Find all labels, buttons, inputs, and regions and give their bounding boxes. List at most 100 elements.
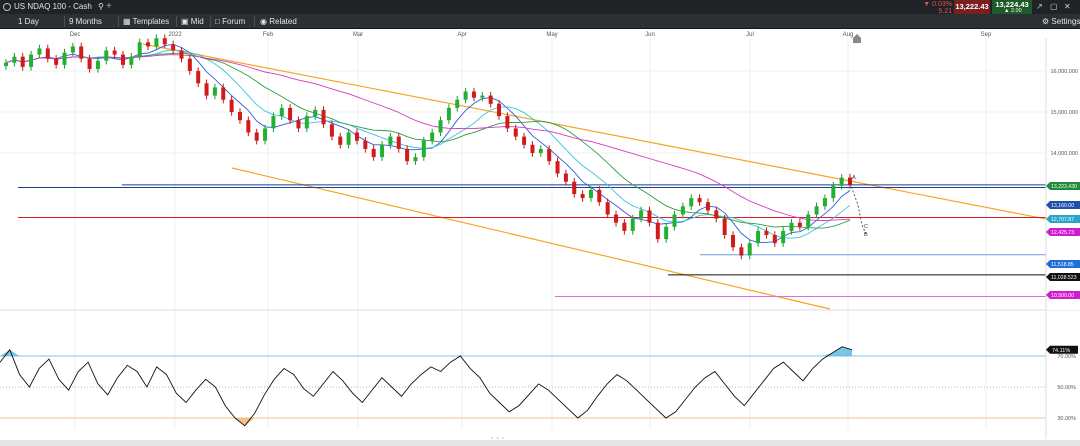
candle-body xyxy=(446,107,451,121)
moving-average-line xyxy=(5,52,851,229)
rsi-value-tag xyxy=(1046,345,1078,354)
candle-body xyxy=(254,132,259,141)
candle-body xyxy=(572,181,577,194)
price-axis-tick: 16,000.000 xyxy=(1050,69,1078,75)
price-tag-value: 10,500.00 xyxy=(1051,293,1074,299)
candle-body xyxy=(781,230,786,244)
candle-body xyxy=(346,132,351,145)
candle-body xyxy=(146,42,151,47)
rsi-axis-background xyxy=(1046,313,1080,439)
rsi-axis-tick: 70.00% xyxy=(1057,354,1076,360)
candle-body xyxy=(622,222,627,231)
moving-averages xyxy=(5,43,851,243)
candle-body xyxy=(806,214,811,227)
toolbar-divider xyxy=(118,16,119,27)
candle-body xyxy=(839,177,844,186)
bottom-strip xyxy=(0,440,1080,446)
price-tag-badge xyxy=(1046,260,1080,268)
range-value: 9 Months xyxy=(69,17,102,26)
candle-body xyxy=(304,116,309,129)
candle-body xyxy=(580,194,585,199)
candle-body xyxy=(154,38,159,47)
chart-toolbar: 1 Day 9 Months ▦ Templates ▣ Mid □ Forum… xyxy=(0,14,1080,29)
price-axis-tick: 14,000.000 xyxy=(1050,151,1078,157)
wave-label: C xyxy=(864,224,868,230)
title-bar: US NDAQ 100 - Cash ⚲ + ▼ 0.03% 5.21 13,2… xyxy=(0,0,1080,15)
candle-body xyxy=(87,58,92,69)
related-button[interactable]: ◉ Related xyxy=(260,14,297,29)
candle-body xyxy=(772,235,777,244)
candle-body xyxy=(405,148,410,162)
trend-channel[interactable] xyxy=(142,43,1047,310)
candle-body xyxy=(555,161,560,174)
rsi-axis-tick: 30.00% xyxy=(1057,416,1076,422)
candlesticks xyxy=(4,34,852,260)
time-axis-label: Sep xyxy=(981,32,992,38)
candle-body xyxy=(488,95,493,104)
buy-price-button[interactable]: 13,224.43 xyxy=(992,0,1032,14)
wave-labels: A BC xyxy=(849,175,868,238)
rsi-overbought-fill xyxy=(9,349,20,356)
search-icon[interactable]: ⚲ xyxy=(98,2,104,11)
price-type-button[interactable]: ▣ Mid xyxy=(181,14,204,29)
templates-icon: ▦ xyxy=(123,17,131,26)
price-axis-background xyxy=(1046,38,1080,310)
candle-body xyxy=(588,189,593,199)
candle-body xyxy=(614,214,619,223)
candle-body xyxy=(221,87,226,100)
candle-body xyxy=(354,132,359,141)
templates-label: Templates xyxy=(132,17,170,26)
candle-body xyxy=(263,128,268,141)
candle-body xyxy=(639,210,644,219)
candle-body xyxy=(62,52,67,65)
change-absolute: 5.21 xyxy=(938,8,952,15)
candle-body xyxy=(338,136,343,145)
candle-body xyxy=(471,91,476,98)
close-icon[interactable]: ✕ xyxy=(1064,2,1071,11)
candle-body xyxy=(54,58,59,65)
candle-body xyxy=(279,107,284,117)
instrument-title: US NDAQ 100 - Cash xyxy=(14,2,92,11)
change-percent: ▼ 0.03% xyxy=(923,1,952,8)
price-tag-badge xyxy=(1046,201,1080,209)
price-chart[interactable]: Dec 2022 Feb Mar Apr May Jun Jul Aug Sep A BC 16,0… xyxy=(0,29,1080,440)
candle-body xyxy=(79,46,84,59)
candle-body xyxy=(112,50,117,55)
candle-body xyxy=(764,230,769,235)
time-axis-label: Dec xyxy=(70,32,81,38)
range-dropdown[interactable]: 9 Months xyxy=(69,14,102,29)
popout-icon[interactable]: ↗ xyxy=(1036,2,1043,11)
add-tab-icon[interactable]: + xyxy=(106,1,112,12)
candle-body xyxy=(797,222,802,227)
candle-body xyxy=(288,107,293,121)
price-tag-value: 13,160.00 xyxy=(1051,203,1074,209)
candle-body xyxy=(321,109,326,125)
candle-body xyxy=(120,54,125,65)
restore-icon[interactable]: ▢ xyxy=(1050,2,1058,11)
price-type-icon: ▣ xyxy=(181,17,189,26)
templates-button[interactable]: ▦ Templates xyxy=(123,14,169,29)
candle-body xyxy=(680,206,685,215)
candle-body xyxy=(296,120,301,129)
price-tag-badge xyxy=(1046,291,1080,299)
settings-button[interactable]: ⚙ Settings xyxy=(1042,14,1080,29)
candle-body xyxy=(70,46,75,53)
candle-body xyxy=(187,58,192,71)
instrument-tab[interactable]: US NDAQ 100 - Cash ⚲ xyxy=(0,0,104,14)
wave-projection-line xyxy=(849,182,867,235)
sell-price-button[interactable]: 13,222.43 xyxy=(954,0,990,14)
settings-label: Settings xyxy=(1051,17,1080,26)
interval-value: 1 Day xyxy=(18,17,39,26)
home-marker-icon xyxy=(853,34,861,43)
horizontal-levels[interactable] xyxy=(18,184,1046,297)
candle-body xyxy=(530,144,535,153)
forum-button[interactable]: □ Forum xyxy=(215,14,245,29)
candle-body xyxy=(522,136,527,145)
interval-dropdown[interactable]: 1 Day xyxy=(18,14,39,29)
time-axis-label: Jul xyxy=(746,32,754,38)
toolbar-divider xyxy=(254,16,255,27)
price-axis[interactable]: 16,000.000 15,000.000 14,000.000 13,223.430… xyxy=(1045,38,1080,429)
rsi-overbought-fill xyxy=(822,352,833,356)
rsi-panel[interactable]: 70.00% 50.00% 30.00% 74.11% xyxy=(0,313,1080,439)
candle-body xyxy=(831,185,836,199)
